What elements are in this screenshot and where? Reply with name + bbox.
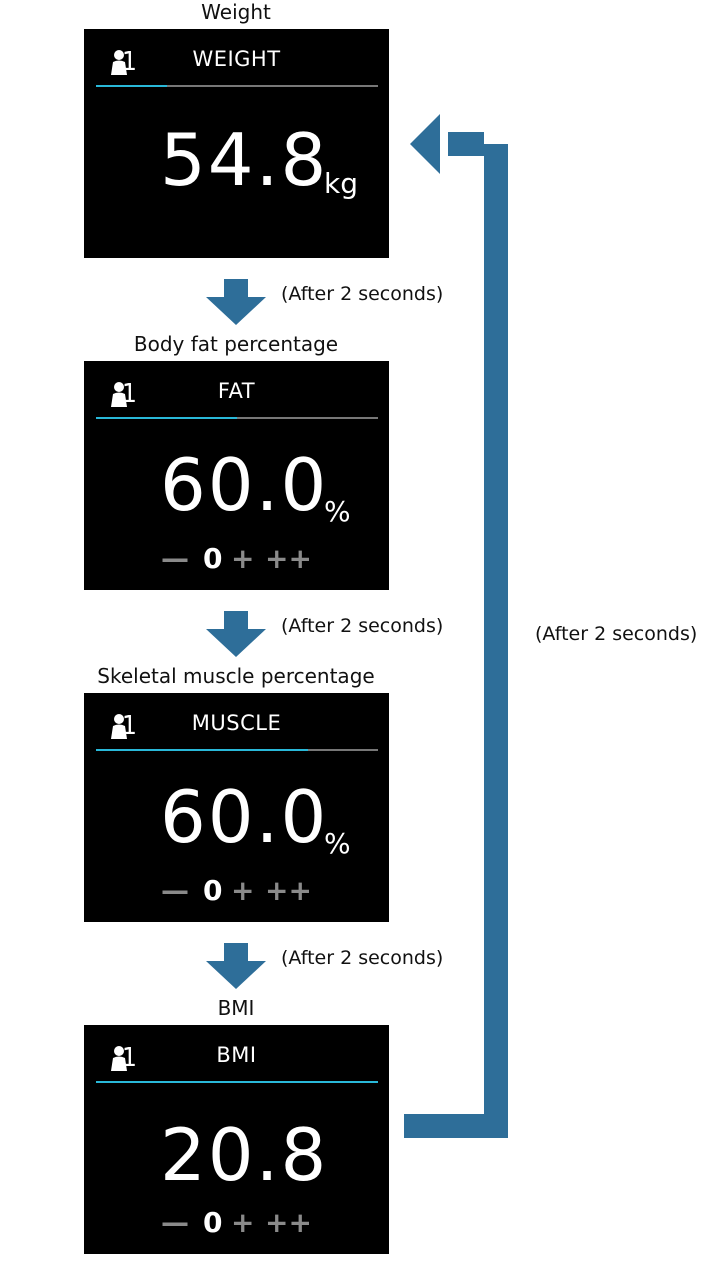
muscle-screen: 1 MUSCLE 60.0 % — 0 + ++ bbox=[84, 693, 389, 922]
scale-minus: — bbox=[161, 874, 189, 907]
caption-bmi: BMI bbox=[217, 996, 255, 1020]
level-scale: — 0 + ++ bbox=[161, 1203, 321, 1243]
progress-fill bbox=[96, 1081, 378, 1083]
scale-minus: — bbox=[161, 542, 189, 575]
screen-title: MUSCLE bbox=[191, 711, 282, 735]
user-number: 1 bbox=[122, 47, 137, 77]
level-scale: — 0 + ++ bbox=[161, 871, 321, 911]
caption-weight: Weight bbox=[201, 0, 271, 24]
scale-zero: 0 bbox=[203, 542, 223, 575]
caption-muscle: Skeletal muscle percentage bbox=[97, 664, 375, 688]
caption-fat: Body fat percentage bbox=[133, 332, 339, 356]
scale-plusplus: ++ bbox=[265, 542, 312, 575]
measurement-value: 60.0 bbox=[160, 443, 329, 527]
down-arrow-icon bbox=[206, 943, 266, 989]
bmi-screen: 1 BMI 20.8 — 0 + ++ bbox=[84, 1025, 389, 1254]
scale-plus: + bbox=[231, 542, 255, 575]
screen-title: WEIGHT bbox=[192, 47, 281, 71]
loop-back-arrow-icon bbox=[404, 114, 508, 1138]
person-icon bbox=[111, 50, 127, 75]
progress-bar bbox=[96, 1081, 378, 1083]
loop-note: (After 2 seconds) bbox=[535, 623, 698, 645]
person-icon bbox=[111, 714, 127, 739]
scale-plusplus: ++ bbox=[265, 874, 312, 907]
progress-fill bbox=[96, 749, 308, 751]
progress-bar bbox=[96, 85, 378, 87]
scale-zero: 0 bbox=[203, 874, 223, 907]
transition-note: (After 2 seconds) bbox=[281, 283, 444, 305]
fat-screen: 1 FAT 60.0 % — 0 + ++ bbox=[84, 361, 389, 590]
scale-plus: + bbox=[231, 874, 255, 907]
scale-minus: — bbox=[161, 1206, 189, 1239]
user-number: 1 bbox=[122, 379, 137, 409]
down-arrow-icon bbox=[206, 611, 266, 657]
person-icon bbox=[111, 382, 127, 407]
scale-plusplus: ++ bbox=[265, 1206, 312, 1239]
measurement-unit: % bbox=[324, 495, 351, 528]
down-arrow-icon bbox=[206, 279, 266, 325]
screen-title: BMI bbox=[216, 1043, 257, 1067]
measurement-unit: kg bbox=[324, 167, 358, 200]
progress-fill bbox=[96, 417, 237, 419]
measurement-unit: % bbox=[324, 827, 351, 860]
progress-bar bbox=[96, 749, 378, 751]
scale-zero: 0 bbox=[203, 1206, 223, 1239]
user-number: 1 bbox=[122, 1043, 137, 1073]
level-scale: — 0 + ++ bbox=[161, 539, 321, 579]
measurement-value: 54.8 bbox=[160, 118, 329, 202]
weight-screen: 1 WEIGHT 54.8 kg bbox=[84, 29, 389, 258]
measurement-value: 20.8 bbox=[160, 1113, 329, 1197]
transition-note: (After 2 seconds) bbox=[281, 947, 444, 969]
progress-fill bbox=[96, 85, 167, 87]
progress-bar bbox=[96, 417, 378, 419]
screen-title: FAT bbox=[217, 379, 256, 403]
measurement-value: 60.0 bbox=[160, 775, 329, 859]
user-number: 1 bbox=[122, 711, 137, 741]
scale-plus: + bbox=[231, 1206, 255, 1239]
person-icon bbox=[111, 1046, 127, 1071]
transition-note: (After 2 seconds) bbox=[281, 615, 444, 637]
